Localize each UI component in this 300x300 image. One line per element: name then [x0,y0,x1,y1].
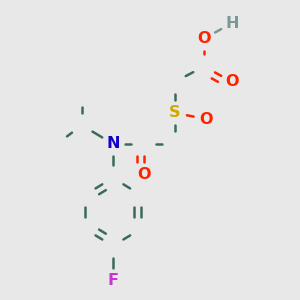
Text: H: H [225,16,239,31]
Text: S: S [169,105,181,120]
Text: N: N [106,136,120,151]
Text: O: O [137,167,151,182]
Text: O: O [199,112,212,127]
Text: F: F [107,272,118,287]
Text: O: O [225,74,239,89]
Text: O: O [197,31,211,46]
